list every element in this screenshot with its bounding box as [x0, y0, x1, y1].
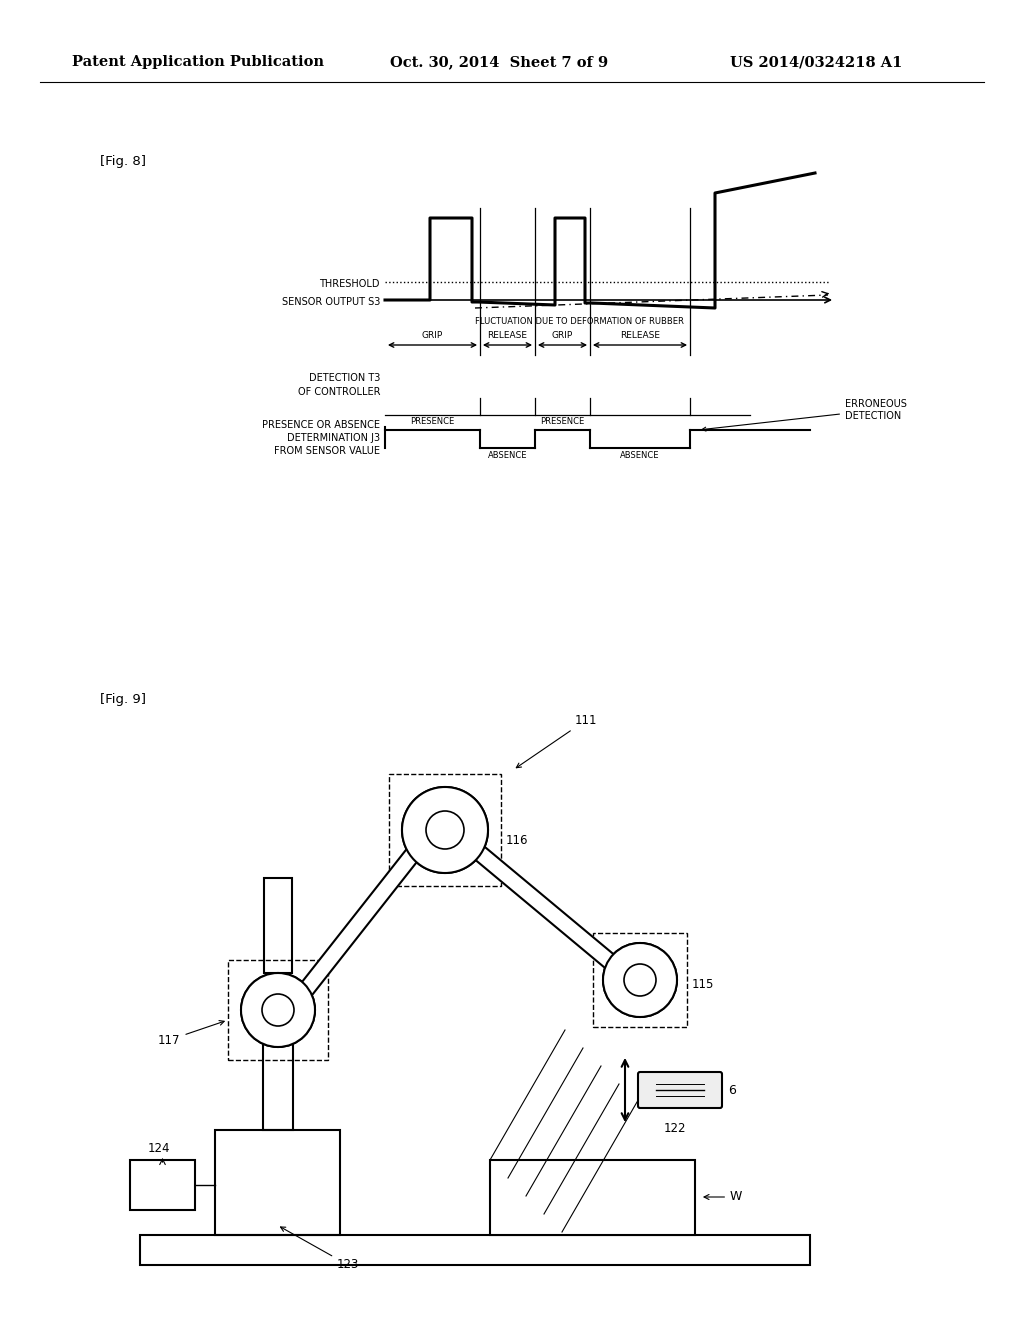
Text: THRESHOLD: THRESHOLD [319, 279, 380, 289]
Bar [140, 1236, 810, 1265]
FancyBboxPatch shape [638, 1072, 722, 1107]
Text: SENSOR OUTPUT S3: SENSOR OUTPUT S3 [282, 297, 380, 308]
Text: W: W [705, 1191, 742, 1204]
Text: 116: 116 [506, 833, 528, 846]
Text: GRIP: GRIP [552, 330, 573, 339]
Text: 111: 111 [516, 714, 597, 768]
Text: ABSENCE: ABSENCE [621, 451, 659, 461]
Ellipse shape [402, 787, 488, 873]
Text: 117: 117 [158, 1020, 224, 1047]
Text: Patent Application Publication: Patent Application Publication [72, 55, 324, 69]
Text: 123: 123 [281, 1228, 359, 1271]
Text: 124: 124 [147, 1142, 170, 1155]
Bar [490, 1160, 695, 1236]
Polygon shape [292, 840, 426, 1005]
Text: 6: 6 [728, 1084, 736, 1097]
Ellipse shape [241, 973, 315, 1047]
Bar [593, 933, 687, 1027]
Text: GRIP: GRIP [422, 330, 443, 339]
Text: US 2014/0324218 A1: US 2014/0324218 A1 [730, 55, 902, 69]
Text: [Fig. 8]: [Fig. 8] [100, 156, 146, 169]
Text: 115: 115 [692, 978, 715, 991]
Text: PRESENCE: PRESENCE [541, 417, 585, 426]
Text: ERRONEOUS
DETECTION: ERRONEOUS DETECTION [702, 399, 907, 432]
Text: FLUCTUATION DUE TO DEFORMATION OF RUBBER: FLUCTUATION DUE TO DEFORMATION OF RUBBER [475, 318, 684, 326]
Bar [130, 1160, 195, 1210]
Text: 122: 122 [664, 1122, 686, 1134]
Text: Oct. 30, 2014  Sheet 7 of 9: Oct. 30, 2014 Sheet 7 of 9 [390, 55, 608, 69]
Text: DETECTION T3
OF CONTROLLER: DETECTION T3 OF CONTROLLER [298, 374, 380, 396]
Bar [262, 1030, 293, 1130]
Text: ABSENCE: ABSENCE [487, 451, 527, 461]
Text: PRESENCE: PRESENCE [411, 417, 455, 426]
Bar [389, 774, 501, 886]
Bar [215, 1130, 340, 1236]
Bar [228, 960, 328, 1060]
Polygon shape [465, 838, 625, 977]
Text: [Fig. 9]: [Fig. 9] [100, 693, 146, 706]
Bar [264, 878, 292, 973]
Ellipse shape [603, 942, 677, 1016]
Text: PRESENCE OR ABSENCE
DETERMINATION J3
FROM SENSOR VALUE: PRESENCE OR ABSENCE DETERMINATION J3 FRO… [262, 420, 380, 457]
Text: RELEASE: RELEASE [487, 330, 527, 339]
Text: RELEASE: RELEASE [620, 330, 660, 339]
